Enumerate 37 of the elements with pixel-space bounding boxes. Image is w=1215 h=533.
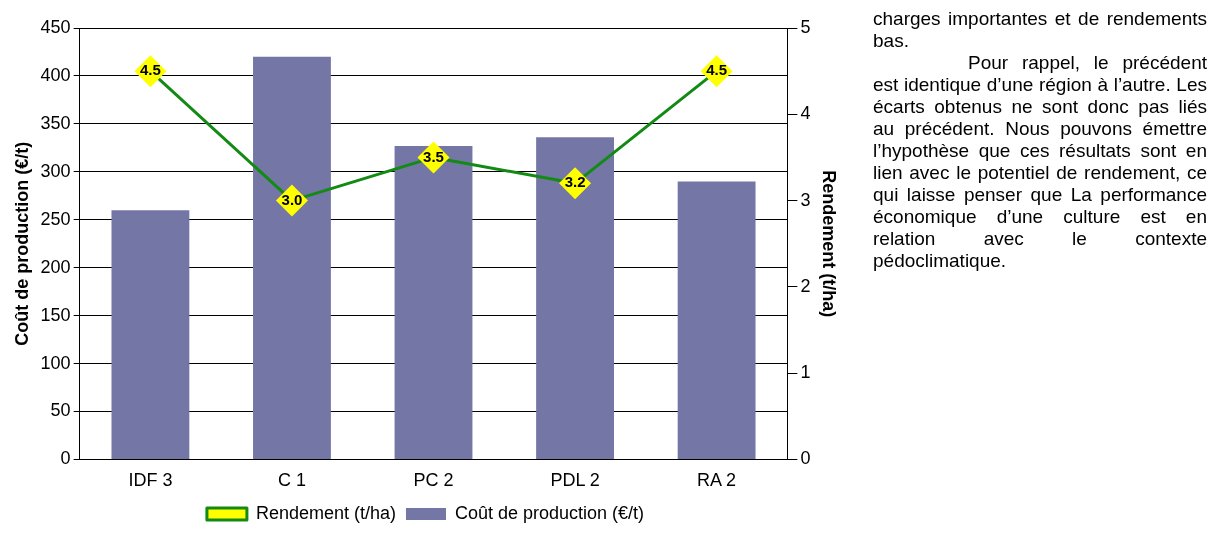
y-tick-label: 250 xyxy=(40,208,71,229)
data-label: 4.5 xyxy=(706,61,728,79)
y2-tick-label: 3 xyxy=(800,189,811,210)
y-tick-label: 450 xyxy=(40,16,71,37)
data-label: 3.5 xyxy=(423,147,444,165)
y2-tick-label: 2 xyxy=(800,275,811,296)
bar xyxy=(677,181,756,459)
data-label: 3.0 xyxy=(281,190,303,208)
y-tick-label: 200 xyxy=(40,256,71,277)
y2-tick-label: 1 xyxy=(800,362,811,383)
y-tick-label: 150 xyxy=(40,304,71,325)
bar xyxy=(536,137,614,459)
text: charges importantes et de rendements bas. xyxy=(873,8,1207,52)
data-label: 4.5 xyxy=(139,61,161,79)
y2-tick-label: 5 xyxy=(800,16,811,37)
legend-label: Rendement (t/ha) xyxy=(255,502,396,523)
y-axis-title: Coût de production (€/t) xyxy=(11,141,32,346)
y-tick-label: 100 xyxy=(40,352,71,373)
data-label: 3.2 xyxy=(564,173,586,191)
y2-axis-title: Rendement (t/ha) xyxy=(819,170,840,318)
bar xyxy=(253,56,331,459)
y-tick-label: 0 xyxy=(60,448,71,469)
x-tick-label: PDL 2 xyxy=(550,470,600,491)
x-tick-label: C 1 xyxy=(277,470,306,491)
y2-tick-label: 4 xyxy=(800,103,811,124)
text: Pour rappel, le précédent est identique d’une région à l’autre. Les écarts obtenus ne sont donc pas liés au précédent. Nous pouvons émettre l’hypothèse que ces résultats sont en lien avec le potentiel de rendement, ce qui laisse penser que La performance économique d’une culture est en relation avec le contexte pédoclimatique. xyxy=(873,52,1207,271)
y-tick-label: 350 xyxy=(40,112,71,133)
x-tick-label: PC 2 xyxy=(413,470,454,491)
y-tick-label: 50 xyxy=(50,400,71,421)
bar xyxy=(111,210,190,459)
legend-label: Coût de production (€/t) xyxy=(454,502,645,523)
y2-tick-label: 0 xyxy=(800,448,811,469)
x-tick-label: RA 2 xyxy=(697,470,737,491)
y-tick-label: 300 xyxy=(40,160,71,181)
y-tick-label: 400 xyxy=(40,64,71,85)
x-tick-label: IDF 3 xyxy=(128,470,173,491)
bar xyxy=(394,145,473,459)
